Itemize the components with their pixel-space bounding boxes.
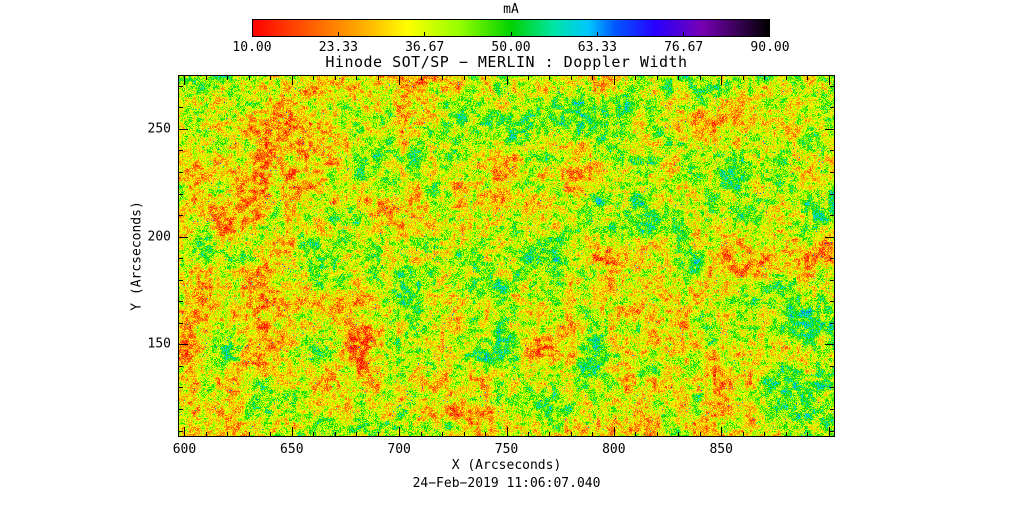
x-tick-label: 850: [709, 442, 733, 457]
colorbar-tick-label: 36.67: [405, 40, 445, 55]
heatmap-plot: [178, 75, 835, 437]
y-axis-label: Y (Arcseconds): [129, 201, 145, 311]
colorbar-tick-label: 63.33: [577, 40, 617, 55]
colorbar-tick-label: 90.00: [750, 40, 790, 55]
colorbar-tick-label: 76.67: [664, 40, 704, 55]
colorbar-title: mA: [503, 2, 519, 17]
y-tick-label: 200: [147, 229, 171, 245]
x-axis-label: X (Arcseconds): [451, 458, 562, 473]
timestamp: 24−Feb−2019 11:06:07.040: [412, 476, 601, 491]
plot-title: Hinode SOT/SP − MERLIN : Doppler Width: [325, 53, 688, 71]
colorbar-gradient: [252, 19, 770, 37]
colorbar-tick-label: 23.33: [318, 40, 358, 55]
x-tick-label: 800: [602, 442, 626, 457]
colorbar-tick-label: 10.00: [232, 40, 272, 55]
x-tick-label: 600: [172, 442, 197, 457]
y-tick-label: 150: [147, 336, 171, 352]
x-tick-label: 750: [494, 442, 519, 457]
colorbar-tick-label: 50.00: [491, 40, 531, 55]
x-tick-label: 700: [387, 442, 411, 457]
x-tick-label: 650: [280, 442, 304, 457]
y-tick-label: 250: [147, 121, 171, 137]
